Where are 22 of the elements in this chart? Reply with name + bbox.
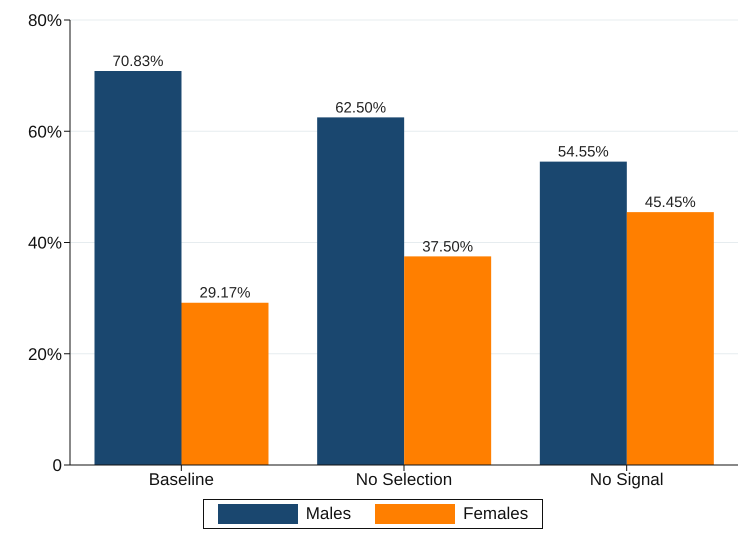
data-label: 54.55% (558, 144, 609, 161)
bar (626, 212, 714, 465)
bar (404, 256, 492, 465)
x-tick-label: No Selection (356, 470, 452, 490)
bar (94, 71, 182, 465)
x-tick-label: No Signal (590, 470, 664, 490)
y-tick-label: 80% (28, 11, 62, 30)
y-tick-label: 40% (28, 234, 62, 253)
y-tick-label: 20% (28, 344, 62, 364)
legend-label: Females (463, 504, 528, 524)
data-label: 62.50% (335, 99, 386, 116)
bar (181, 302, 268, 465)
data-label: 45.45% (644, 194, 696, 212)
data-label: 29.17% (200, 284, 250, 302)
bar (540, 162, 627, 465)
data-label: 37.50% (422, 238, 474, 256)
data-label: 70.83% (112, 53, 164, 70)
bar (317, 117, 404, 465)
y-tick-label: 0 (52, 456, 62, 476)
legend-label: Males (306, 504, 352, 524)
x-tick-label: Baseline (148, 470, 214, 490)
y-tick-label: 60% (28, 122, 62, 142)
